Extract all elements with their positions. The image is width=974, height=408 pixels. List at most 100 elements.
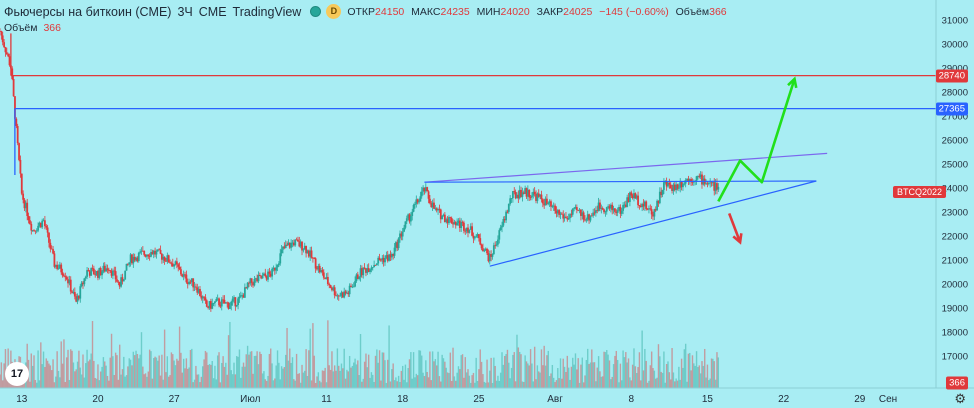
candle-body	[550, 201, 552, 207]
drawing-lines[interactable]	[10, 33, 936, 267]
volume-bar	[627, 358, 630, 388]
market-status-icon[interactable]	[310, 6, 322, 17]
candle-body	[216, 298, 219, 300]
candle-body	[237, 298, 239, 305]
volume-bar	[687, 353, 690, 388]
candle-body	[158, 249, 161, 251]
volume-bar	[433, 361, 435, 388]
tradingview-logo[interactable]: 17	[5, 362, 29, 386]
volume-bar	[359, 334, 362, 388]
volume-bar	[173, 360, 175, 388]
volume-bar	[504, 355, 506, 388]
volume-bar	[456, 372, 458, 388]
candle-body	[443, 214, 446, 223]
candle-body	[261, 275, 264, 279]
volume-bar	[295, 353, 298, 388]
candle-body	[292, 242, 295, 246]
volume-bar	[42, 351, 45, 388]
candle-body	[335, 295, 337, 297]
candle-body	[307, 250, 310, 257]
volume-bar	[425, 360, 427, 388]
symbol-title[interactable]: Фьючерсы на биткоин (CME)	[4, 4, 172, 19]
volume-bar	[615, 350, 617, 388]
candle-body	[411, 211, 414, 216]
volume-bar	[587, 348, 589, 388]
volume-bar	[378, 350, 381, 388]
candle-body	[423, 187, 426, 192]
volume-bar	[550, 373, 552, 388]
candle-body	[275, 267, 278, 271]
volume-bar	[444, 361, 446, 388]
candle-body	[38, 222, 41, 226]
volume-bar	[139, 354, 141, 388]
candle-body	[222, 299, 225, 301]
volume-legend[interactable]: Объём 366	[4, 22, 61, 34]
candle-body	[393, 247, 396, 256]
volume-bar	[591, 349, 593, 388]
candle-body	[456, 222, 459, 226]
candle-body	[642, 203, 645, 207]
volume-bar	[683, 349, 686, 388]
volume-bar	[480, 361, 483, 388]
candle-body	[271, 268, 273, 277]
candle-body	[484, 248, 487, 251]
volume-bar	[479, 349, 481, 388]
volume-bar	[672, 372, 675, 388]
volume-bar	[585, 359, 588, 388]
volume-bar	[195, 365, 197, 388]
candle-body	[193, 286, 196, 288]
candle-body	[373, 265, 376, 268]
candle-body	[167, 255, 170, 263]
volume-bar	[182, 358, 185, 388]
candle-body	[394, 242, 397, 248]
candle-body	[622, 205, 624, 211]
y-tick-label: 28000	[941, 87, 968, 99]
x-tick-label: 22	[778, 394, 790, 405]
gear-icon[interactable]: ⚙	[954, 391, 966, 406]
open-value: 24150	[375, 5, 405, 18]
volume-bar	[56, 351, 58, 388]
volume-bar	[373, 381, 375, 388]
candle-body	[49, 242, 52, 249]
price-axis[interactable]: 3100030000290002800027000260002500024000…	[936, 0, 974, 388]
volume-bar	[527, 363, 529, 388]
candle-body	[488, 254, 491, 262]
candle-body	[3, 42, 5, 48]
candle-body	[65, 277, 68, 280]
volume-bar	[618, 382, 620, 388]
candle-body	[331, 287, 333, 291]
volume-bar	[366, 367, 369, 388]
x-tick-label: Авг	[547, 394, 563, 405]
volume-bar	[611, 376, 613, 388]
candle-body	[235, 304, 238, 307]
forecast-arrow-down	[727, 212, 742, 243]
volume-bar	[132, 351, 135, 388]
candle-body	[19, 159, 22, 174]
volume-bar	[265, 380, 268, 388]
candle-body	[390, 254, 393, 258]
candle-body	[415, 199, 418, 204]
volume-bar	[289, 348, 291, 388]
volume-bar	[110, 333, 113, 388]
volume-bar	[489, 370, 491, 388]
candle-body	[392, 254, 395, 256]
volume-bar	[437, 351, 439, 388]
volume-bar	[621, 380, 623, 388]
x-tick-label: 18	[397, 394, 409, 405]
candle-body	[260, 275, 263, 279]
x-tick-label: 13	[16, 394, 28, 405]
volume-bar	[644, 348, 646, 388]
volume-bar	[361, 381, 363, 388]
interval-label[interactable]: 3Ч	[177, 4, 193, 19]
volume-bar	[38, 380, 41, 388]
volume-bar	[101, 366, 103, 388]
candle-body	[8, 56, 11, 66]
volume-bar	[329, 369, 332, 388]
volume-bar	[423, 376, 426, 388]
candle-body	[56, 264, 59, 269]
candle-body	[43, 220, 46, 227]
data-badge-icon[interactable]: D	[326, 4, 342, 19]
candle-body	[600, 208, 603, 209]
volume-bar	[457, 366, 460, 388]
